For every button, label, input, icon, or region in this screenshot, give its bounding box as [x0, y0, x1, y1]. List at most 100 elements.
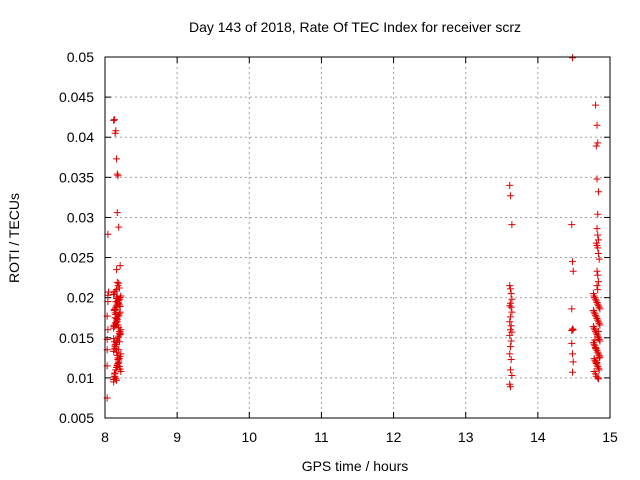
data-point [117, 367, 125, 375]
data-point [111, 287, 119, 295]
data-point [592, 295, 600, 303]
data-point [590, 340, 598, 348]
data-point [592, 313, 600, 321]
y-tick-label: 0.02 [67, 290, 94, 306]
data-point [506, 366, 514, 374]
data-point [594, 244, 602, 252]
data-point [507, 290, 515, 298]
data-point [507, 322, 515, 330]
data-point [116, 262, 124, 270]
y-tick-label: 0.005 [59, 410, 94, 426]
chart-title: Day 143 of 2018, Rate Of TEC Index for r… [189, 19, 521, 35]
data-point [591, 294, 599, 302]
data-point [594, 334, 602, 342]
data-point [111, 341, 119, 349]
data-point [115, 284, 123, 292]
data-point [506, 181, 514, 189]
data-point [506, 383, 514, 391]
data-point [111, 314, 119, 322]
data-point [568, 221, 576, 229]
data-point [590, 355, 598, 363]
y-tick-label: 0.045 [59, 89, 94, 105]
data-point [569, 358, 577, 366]
data-point [594, 188, 602, 196]
data-point [115, 299, 123, 307]
data-point [115, 346, 123, 354]
data-point [589, 307, 597, 315]
data-point [113, 315, 121, 323]
data-point [594, 375, 602, 383]
data-point [595, 319, 603, 327]
data-point [589, 323, 597, 331]
data-point [110, 370, 118, 378]
x-tick-label: 10 [241, 429, 257, 445]
data-point [508, 371, 516, 379]
data-point [569, 267, 577, 275]
data-point [592, 297, 600, 305]
data-point [594, 374, 602, 382]
data-point [568, 258, 576, 266]
data-point [506, 313, 514, 321]
data-point [590, 308, 598, 316]
data-point [506, 302, 514, 310]
data-point [591, 336, 599, 344]
data-point [596, 337, 604, 345]
data-point [593, 121, 601, 129]
data-point [113, 266, 121, 274]
data-point [110, 322, 118, 330]
data-point [112, 375, 120, 383]
data-point [593, 267, 601, 275]
data-point [593, 175, 601, 183]
data-point [594, 316, 602, 324]
data-point [594, 300, 602, 308]
data-point [595, 366, 603, 374]
data-point [507, 337, 515, 345]
x-axis-label: GPS time / hours [302, 458, 409, 474]
data-point [113, 278, 121, 286]
x-tick-label: 13 [458, 429, 474, 445]
data-point [507, 355, 515, 363]
data-point [592, 142, 600, 150]
data-point [595, 303, 603, 311]
data-point [568, 350, 576, 358]
data-point [590, 292, 598, 300]
data-point [592, 311, 600, 319]
x-tick-label: 8 [101, 429, 109, 445]
data-point [595, 255, 603, 263]
y-tick-label: 0.035 [59, 169, 94, 185]
data-point [591, 326, 599, 334]
data-point [593, 225, 601, 233]
tick-labels: 8 9 10 11 12 13 14 15 0.005 0.01 0.015 0.02 0.025 0.0… [59, 49, 618, 445]
data-point [114, 296, 122, 304]
data-point [507, 303, 515, 311]
data-point [594, 278, 602, 286]
data-point [508, 221, 516, 229]
data-point [112, 127, 120, 135]
data-point [592, 101, 600, 109]
data-point [115, 323, 123, 331]
data-point [594, 318, 602, 326]
data-point [594, 250, 602, 258]
data-point [506, 350, 514, 358]
data-point [105, 288, 113, 296]
data-point [116, 302, 124, 310]
data-point [115, 310, 123, 318]
data-point [117, 350, 125, 358]
data-point [113, 293, 121, 301]
data-point [591, 310, 599, 318]
data-point [508, 295, 516, 303]
data-point [594, 210, 602, 218]
data-points [103, 54, 604, 402]
data-point [568, 325, 576, 333]
data-point [594, 302, 602, 310]
data-point [115, 223, 123, 231]
data-point [112, 306, 120, 314]
data-point [506, 318, 514, 326]
data-point [568, 305, 576, 313]
data-point [110, 116, 118, 124]
x-tick-label: 9 [173, 429, 181, 445]
data-point [113, 376, 121, 384]
y-tick-label: 0.03 [67, 209, 94, 225]
data-point [110, 116, 118, 124]
data-point [104, 298, 112, 306]
